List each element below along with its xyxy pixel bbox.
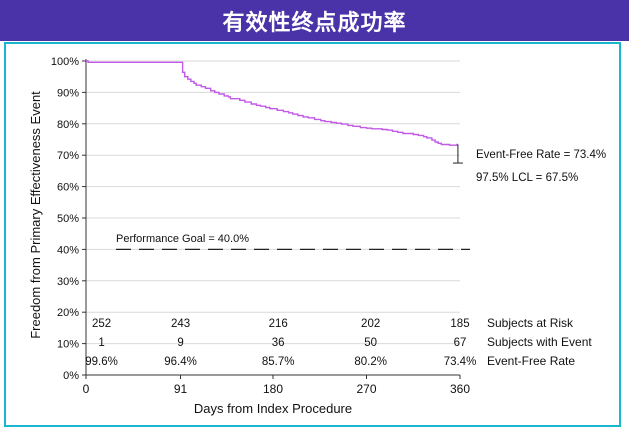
x-axis-label: Days from Index Procedure [194, 401, 352, 416]
risk-table: 252 243 216 202 185 Subjects at Risk 1 9 36 50 67 S… [85, 316, 592, 368]
y-tick-label: 0% [63, 370, 79, 382]
y-tick-label: 30% [57, 276, 79, 288]
risk-table-cell: 99.6% [85, 356, 118, 368]
risk-table-cell: 243 [171, 318, 190, 330]
risk-table-cell: 67 [454, 337, 467, 349]
risk-table-cell: 252 [92, 318, 111, 330]
survival-curve [86, 60, 458, 146]
y-tick-label: 20% [57, 307, 79, 319]
title-banner: 有效性终点成功率 [0, 0, 629, 41]
y-axis-label: Freedom from Primary Effectiveness Event [28, 91, 43, 339]
risk-table-cell: 202 [361, 318, 380, 330]
y-tick-label: 50% [57, 213, 79, 225]
x-tick-labels: 0 91 180 270 360 [83, 382, 471, 396]
risk-table-row-label: Subjects at Risk [487, 316, 574, 330]
x-tick-label: 180 [263, 382, 283, 396]
y-tick-label: 60% [57, 182, 79, 194]
y-gridlines [86, 60, 460, 345]
x-tick-label: 270 [356, 382, 376, 396]
y-tick-label: 40% [57, 244, 79, 256]
risk-table-row-label: Subjects with Event [487, 335, 592, 349]
y-tick-label: 90% [57, 87, 79, 99]
risk-table-cell: 185 [450, 318, 469, 330]
risk-table-cell: 96.4% [164, 356, 197, 368]
risk-table-cell: 9 [177, 337, 183, 349]
y-tick-label: 10% [57, 339, 79, 351]
lcl-annotation: 97.5% LCL = 67.5% [476, 172, 578, 184]
risk-table-cell: 1 [98, 337, 104, 349]
y-tick-labels: 0% 10% 20% 30% 40% 50% 60% 70% 80% 90% 100% [51, 56, 79, 382]
risk-table-cell: 80.2% [354, 356, 387, 368]
chart-frame [4, 42, 621, 427]
risk-table-cell: 85.7% [262, 356, 295, 368]
y-tick-label: 100% [51, 56, 79, 68]
y-tick-label: 80% [57, 119, 79, 131]
y-tick-label: 70% [57, 150, 79, 162]
risk-table-cell: 50 [364, 337, 377, 349]
page-title: 有效性终点成功率 [222, 10, 407, 36]
survival-curve-layer [86, 60, 463, 164]
x-tick-label: 91 [174, 382, 188, 396]
x-tick-label: 0 [83, 382, 90, 396]
risk-table-row-label: Event-Free Rate [487, 354, 575, 368]
risk-table-cell: 73.4% [444, 356, 477, 368]
risk-table-cell: 216 [269, 318, 288, 330]
event-free-rate-annotation: Event-Free Rate = 73.4% [476, 149, 606, 161]
axes [82, 59, 461, 379]
performance-goal-label: Performance Goal = 40.0% [116, 233, 249, 245]
x-tick-label: 360 [450, 382, 470, 396]
risk-table-cell: 36 [272, 337, 285, 349]
